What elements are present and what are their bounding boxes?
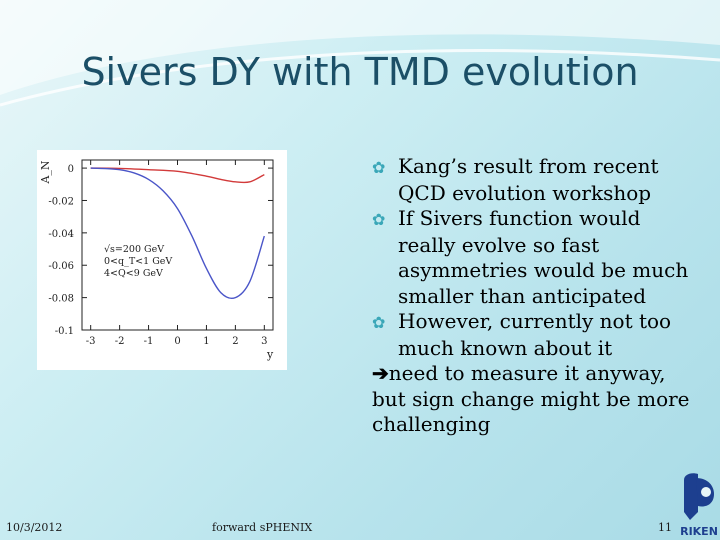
series-line: [90, 167, 265, 300]
chart-annotation: 0<q_T<1 GeV: [104, 256, 172, 267]
page-number: 11: [658, 521, 672, 534]
right-arrow-icon: ➔: [372, 361, 389, 385]
series-line: [90, 167, 265, 184]
bullet-item: ✿ However, currently not too much known a…: [358, 309, 698, 361]
y-axis-label: A_N: [39, 160, 52, 184]
bullet-item: ✿ If Sivers function would really evolve …: [358, 206, 698, 309]
bullet-marker-icon: ✿: [372, 158, 386, 177]
x-tick-label: 1: [203, 336, 209, 347]
y-tick-label: -0.1: [55, 326, 74, 337]
x-tick-label: -1: [144, 336, 154, 347]
riken-logo-icon: RIKEN: [680, 473, 718, 538]
conclusion-line: ➔need to measure it anyway, but sign cha…: [358, 361, 698, 438]
chart-annotation: √s=200 GeV: [104, 244, 164, 255]
y-tick-label: -0.08: [48, 294, 74, 305]
asymmetry-chart: 0 -0.02 -0.04 -0.06 -0.08 -0.1 -3 -2 -1 0 1 2 3 A_Ny √…: [39, 159, 274, 361]
y-tick-label: -0.06: [48, 261, 74, 272]
x-tick-label: 2: [232, 336, 238, 347]
bullet-text: However, currently not too much known ab…: [398, 309, 672, 360]
y-tick-label: -0.02: [48, 196, 74, 207]
footer-center: forward sPHENIX: [212, 521, 313, 534]
slide-title: Sivers DY with TMD evolution: [81, 50, 639, 94]
x-tick-label: 0: [174, 336, 180, 347]
x-axis-label: y: [266, 348, 274, 361]
x-tick-label: -2: [115, 336, 125, 347]
y-tick-label: 0: [68, 164, 74, 175]
bullet-list: ✿ Kang’s result from recent QCD evolution…: [358, 154, 698, 438]
logo-text: RIKEN: [680, 525, 718, 538]
bullet-marker-icon: ✿: [372, 210, 386, 229]
bullet-marker-icon: ✿: [372, 313, 386, 332]
x-tick-label: -3: [86, 336, 96, 347]
conclusion-text: need to measure it anyway, but sign chan…: [372, 361, 690, 436]
chart-annotation: 4<Q<9 GeV: [104, 268, 163, 279]
bullet-text: If Sivers function would really evolve s…: [398, 206, 689, 308]
y-tick-label: -0.04: [48, 229, 74, 240]
bullet-text: Kang’s result from recent QCD evolution …: [398, 154, 659, 205]
footer-date: 10/3/2012: [6, 521, 63, 534]
bullet-item: ✿ Kang’s result from recent QCD evolution…: [358, 154, 698, 206]
x-tick-label: 3: [261, 336, 267, 347]
